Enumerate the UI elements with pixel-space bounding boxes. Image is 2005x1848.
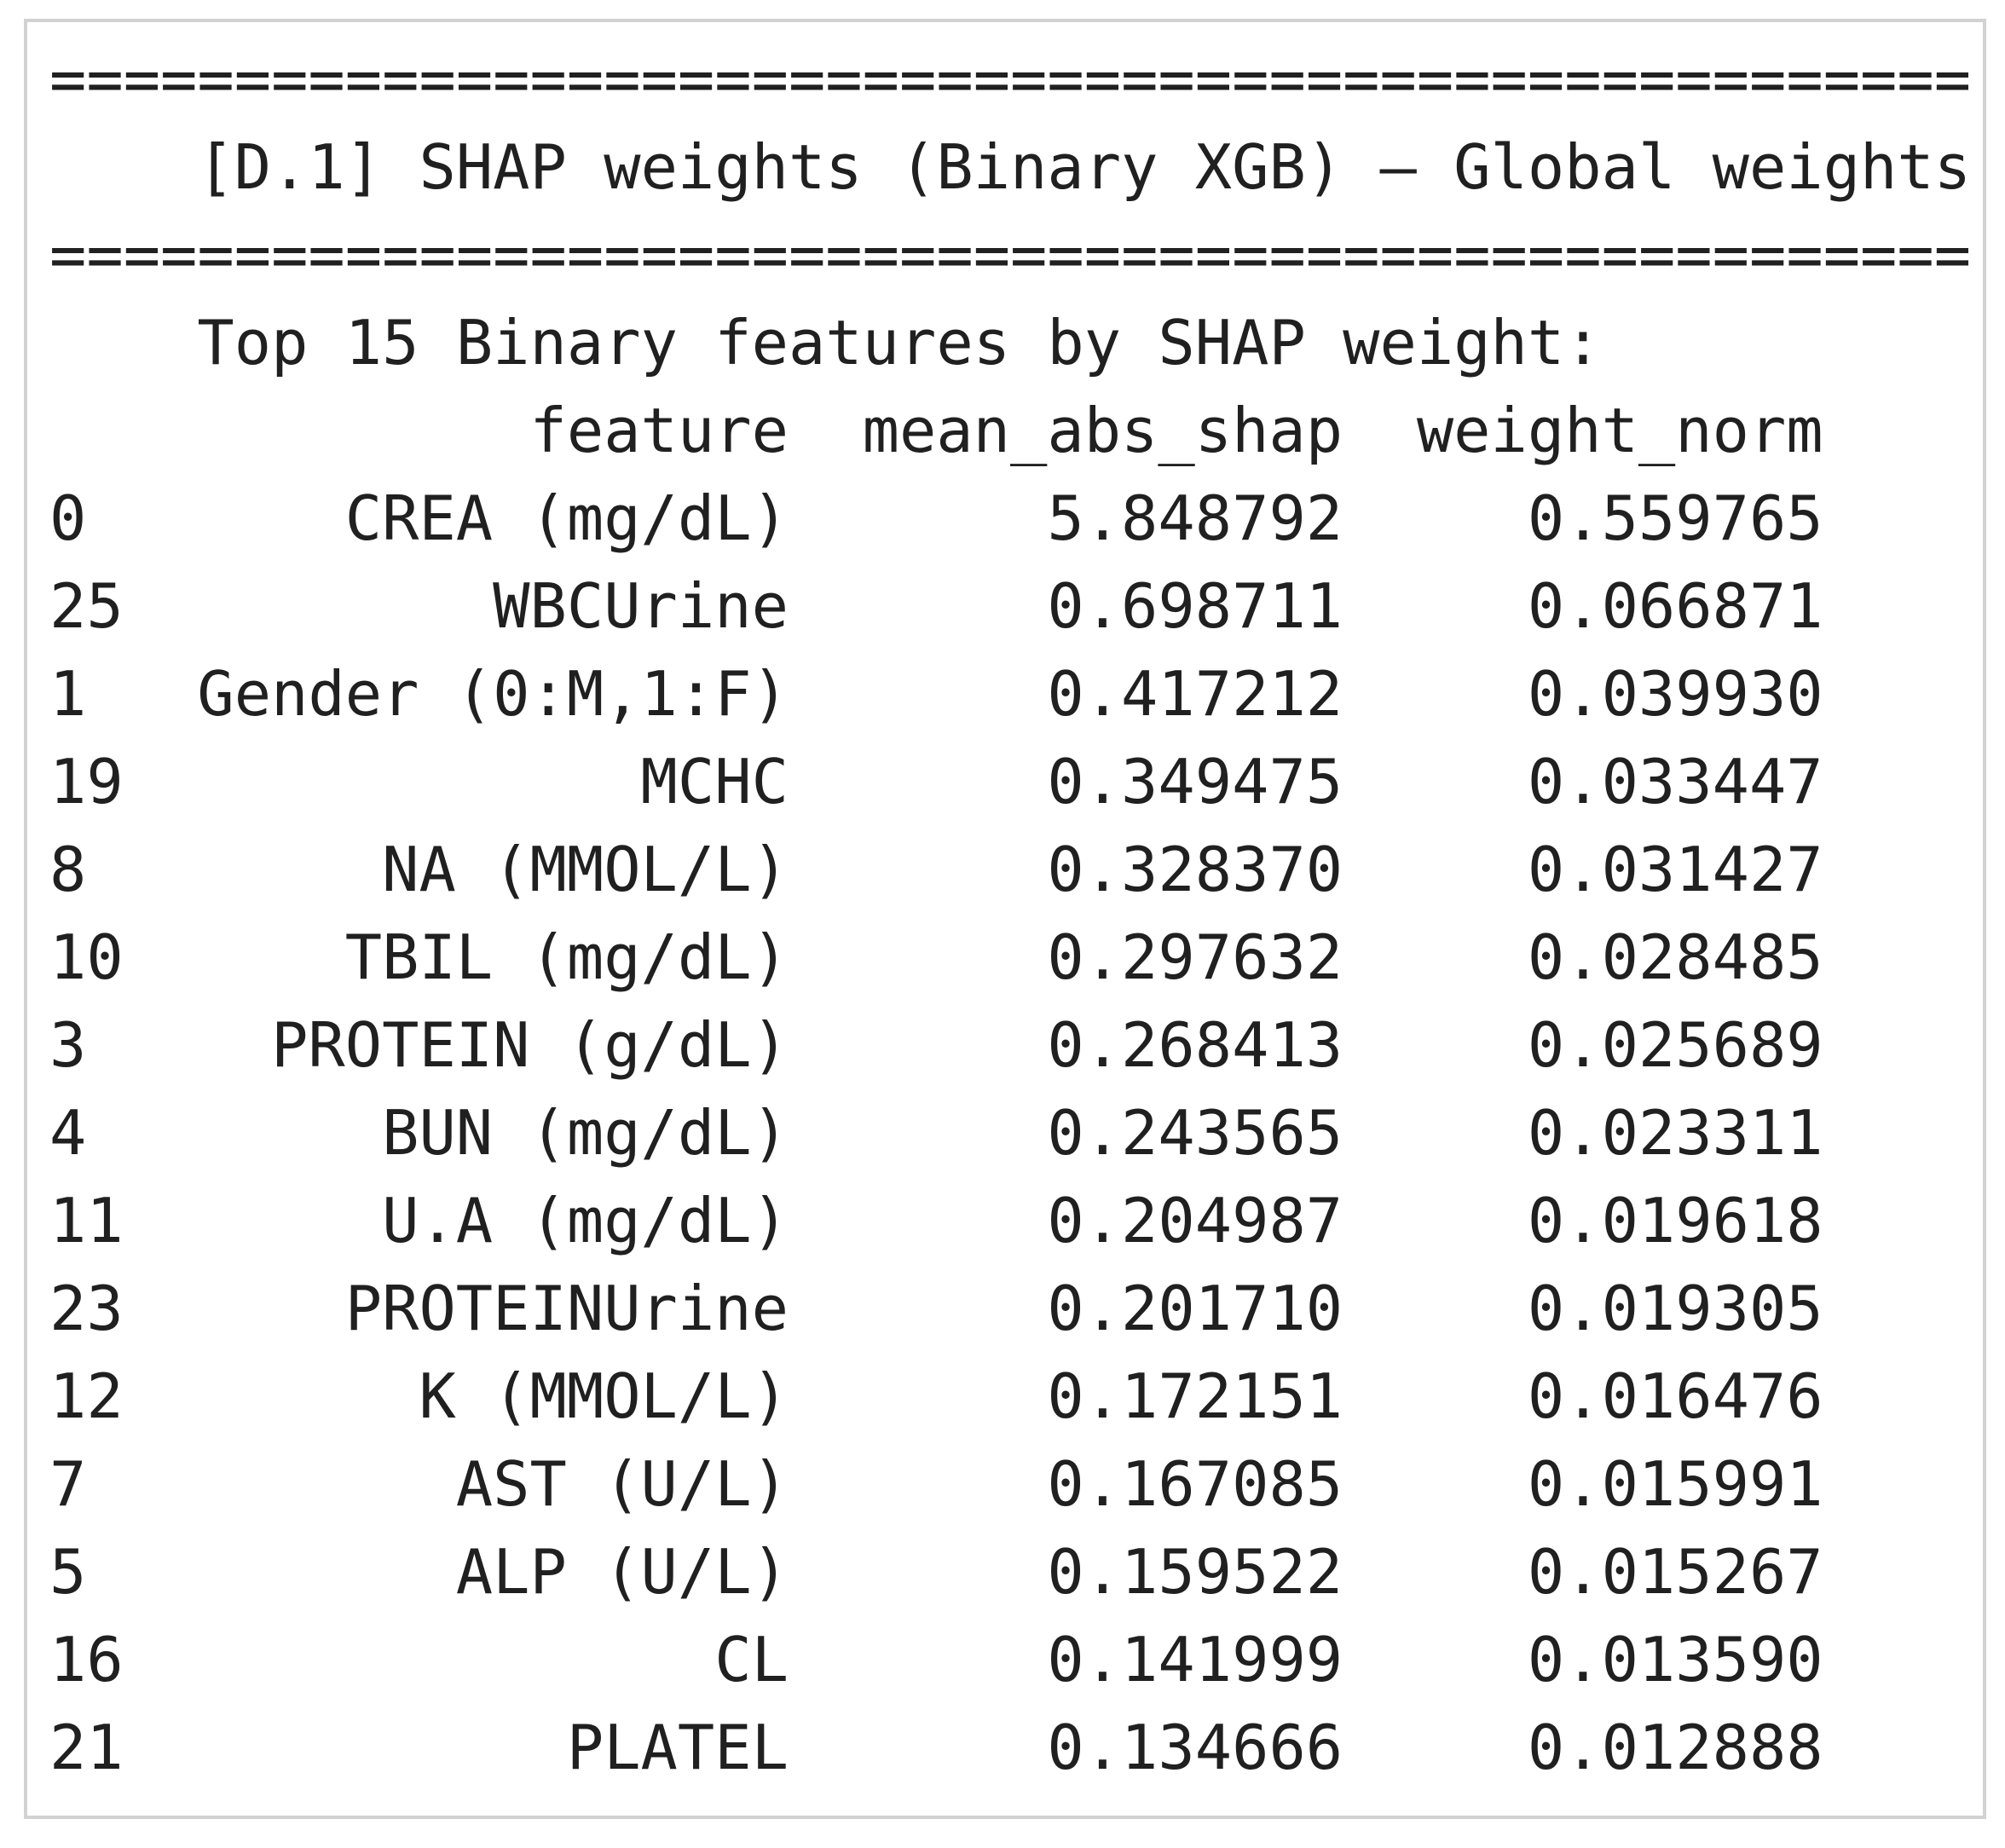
mean-abs-shap-cell: 0.201710 — [1047, 1273, 1343, 1344]
table-row: 3 PROTEIN (g/dL) 0.268413 0.025689 — [49, 1002, 1983, 1089]
section-heading: Top 15 Binary features by SHAP weight: — [197, 307, 1602, 378]
weight-norm-cell: 0.015991 — [1527, 1448, 1823, 1520]
feature-cell: NA (MMOL/L) — [382, 834, 789, 905]
mean-abs-shap-cell: 0.417212 — [1047, 658, 1343, 730]
row-index: 7 — [49, 1448, 87, 1520]
mean-abs-shap-cell: 0.243565 — [1047, 1097, 1343, 1169]
weight-norm-cell: 0.013590 — [1527, 1624, 1823, 1695]
feature-cell: PROTEIN (g/dL) — [271, 1009, 789, 1081]
table-row: 5 ALP (U/L) 0.159522 0.015267 — [49, 1528, 1983, 1616]
table-row: 16 CL 0.141999 0.013590 — [49, 1616, 1983, 1704]
feature-cell: PROTEINUrine — [344, 1273, 789, 1344]
table-row: 8 NA (MMOL/L) 0.328370 0.031427 — [49, 826, 1983, 914]
separator-bottom: ========================================… — [49, 219, 1972, 291]
table-row: 1 Gender (0:M,1:F) 0.417212 0.039930 — [49, 650, 1983, 738]
weight-norm-cell: 0.039930 — [1527, 658, 1823, 730]
console-output-panel: ========================================… — [24, 19, 1986, 1819]
weight-norm-cell: 0.019618 — [1527, 1185, 1823, 1256]
weight-norm-cell: 0.012888 — [1527, 1712, 1823, 1783]
feature-cell: TBIL (mg/dL) — [344, 921, 789, 993]
weight-norm-cell: 0.559765 — [1527, 482, 1823, 554]
mean-abs-shap-cell: 0.204987 — [1047, 1185, 1343, 1256]
row-index: 8 — [49, 834, 87, 905]
feature-cell: CL — [714, 1624, 789, 1695]
row-index: 3 — [49, 1009, 87, 1081]
row-index: 16 — [49, 1624, 124, 1695]
weight-norm-cell: 0.031427 — [1527, 834, 1823, 905]
mean-abs-shap-cell: 0.134666 — [1047, 1712, 1343, 1783]
mean-abs-shap-cell: 5.848792 — [1047, 482, 1343, 554]
weight-norm-cell: 0.066871 — [1527, 570, 1823, 642]
table-row: 21 PLATEL 0.134666 0.012888 — [49, 1704, 1983, 1792]
feature-cell: K (MMOL/L) — [419, 1360, 789, 1432]
table-row: 19 MCHC 0.349475 0.033447 — [49, 738, 1983, 826]
weight-norm-cell: 0.016476 — [1527, 1360, 1823, 1432]
weight-norm-cell: 0.023311 — [1527, 1097, 1823, 1169]
mean-abs-shap-column-header: mean_abs_shap — [862, 395, 1343, 466]
table-row: 10 TBIL (mg/dL) 0.297632 0.028485 — [49, 914, 1983, 1002]
table-header-row: feature mean_abs_shap weight_norm — [49, 387, 1983, 475]
table-body: 0 CREA (mg/dL) 5.848792 0.559765 25 WBCUrine 0… — [49, 475, 1983, 1792]
table-row: 25 WBCUrine 0.698711 0.066871 — [49, 563, 1983, 650]
feature-column-header: feature — [529, 395, 789, 466]
row-index: 21 — [49, 1712, 124, 1783]
table-row: 23 PROTEINUrine 0.201710 0.019305 — [49, 1265, 1983, 1353]
index-column-header — [49, 387, 124, 475]
row-index: 4 — [49, 1097, 87, 1169]
weight-norm-cell: 0.033447 — [1527, 746, 1823, 817]
table-row: 0 CREA (mg/dL) 5.848792 0.559765 — [49, 475, 1983, 563]
mean-abs-shap-cell: 0.172151 — [1047, 1360, 1343, 1432]
feature-cell: Gender (0:M,1:F) — [197, 658, 789, 730]
feature-cell: BUN (mg/dL) — [382, 1097, 789, 1169]
mean-abs-shap-cell: 0.297632 — [1047, 921, 1343, 993]
weight-norm-cell: 0.019305 — [1527, 1273, 1823, 1344]
table-row: 7 AST (U/L) 0.167085 0.015991 — [49, 1441, 1983, 1528]
table-row: 4 BUN (mg/dL) 0.243565 0.023311 — [49, 1089, 1983, 1177]
mean-abs-shap-cell: 0.349475 — [1047, 746, 1343, 817]
row-index: 1 — [49, 658, 87, 730]
row-index: 11 — [49, 1185, 124, 1256]
row-index: 23 — [49, 1273, 124, 1344]
mean-abs-shap-cell: 0.328370 — [1047, 834, 1343, 905]
mean-abs-shap-cell: 0.268413 — [1047, 1009, 1343, 1081]
table-row: 12 K (MMOL/L) 0.172151 0.016476 — [49, 1353, 1983, 1441]
separator-top: ========================================… — [49, 43, 1972, 115]
weight-norm-column-header: weight_norm — [1416, 395, 1823, 466]
mean-abs-shap-cell: 0.159522 — [1047, 1536, 1343, 1608]
mean-abs-shap-cell: 0.698711 — [1047, 570, 1343, 642]
weight-norm-cell: 0.015267 — [1527, 1536, 1823, 1608]
feature-cell: WBCUrine — [493, 570, 789, 642]
mean-abs-shap-cell: 0.141999 — [1047, 1624, 1343, 1695]
feature-cell: MCHC — [640, 746, 789, 817]
mean-abs-shap-cell: 0.167085 — [1047, 1448, 1343, 1520]
weight-norm-cell: 0.028485 — [1527, 921, 1823, 993]
feature-cell: ALP (U/L) — [455, 1536, 789, 1608]
feature-cell: CREA (mg/dL) — [344, 482, 789, 554]
row-index: 25 — [49, 570, 124, 642]
row-index: 10 — [49, 921, 124, 993]
feature-cell: PLATEL — [566, 1712, 789, 1783]
row-index: 12 — [49, 1360, 124, 1432]
feature-cell: U.A (mg/dL) — [382, 1185, 789, 1256]
row-index: 19 — [49, 746, 124, 817]
row-index: 5 — [49, 1536, 87, 1608]
table-row: 11 U.A (mg/dL) 0.204987 0.019618 — [49, 1177, 1983, 1265]
weight-norm-cell: 0.025689 — [1527, 1009, 1823, 1081]
banner-title: [D.1] SHAP weights (Binary XGB) — Global… — [197, 131, 1972, 203]
row-index: 0 — [49, 482, 87, 554]
feature-cell: AST (U/L) — [455, 1448, 789, 1520]
